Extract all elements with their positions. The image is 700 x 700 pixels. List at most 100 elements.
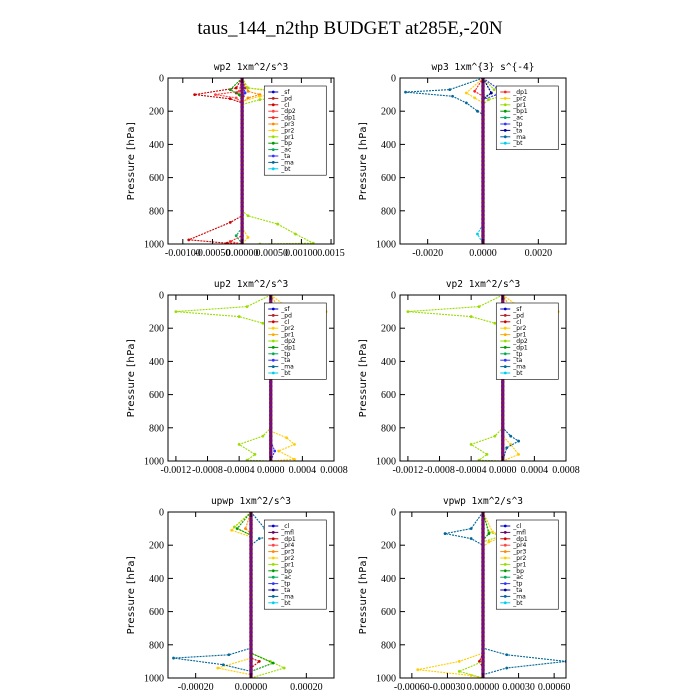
zero-profile-point <box>481 233 485 238</box>
zero-profile-point <box>481 551 485 556</box>
series-point <box>228 88 232 92</box>
series-point <box>492 88 496 92</box>
zero-profile-point <box>240 229 244 234</box>
zero-profile-point <box>481 535 485 539</box>
series-point <box>227 653 231 657</box>
zero-profile-point <box>481 539 485 543</box>
legend-label: _ma <box>512 364 526 371</box>
y-tick-label: 1000 <box>376 674 396 685</box>
zero-profile-point <box>240 196 244 201</box>
zero-profile-point <box>249 638 253 643</box>
series-point <box>273 449 277 453</box>
zero-profile-point <box>481 572 485 577</box>
zero-profile-point <box>268 446 273 451</box>
zero-profile-point <box>481 584 485 589</box>
zero-profile-point <box>249 622 253 626</box>
legend-label: _pr1 <box>512 561 526 568</box>
zero-profile-point <box>249 647 253 651</box>
legend-marker <box>271 326 275 330</box>
legend-label: _tp <box>512 351 522 358</box>
series-line-ma <box>502 295 520 461</box>
zero-profile-point <box>240 171 244 176</box>
y-axis-label: Pressure [hPa] <box>358 122 369 201</box>
legend-marker <box>271 524 275 528</box>
zero-profile-point <box>240 150 244 155</box>
zero-profile-point <box>240 121 244 126</box>
legend-label: _ta <box>512 127 522 134</box>
zero-profile-point <box>500 405 505 409</box>
series-point <box>233 525 236 529</box>
series-line-dp2 <box>175 295 272 461</box>
legend-marker <box>503 135 507 139</box>
zero-profile-point <box>249 609 253 614</box>
x-tick-label: -0.0004 <box>224 465 255 476</box>
zero-profile-point <box>249 576 253 581</box>
zero-profile-point <box>481 155 485 159</box>
zero-profile-point <box>240 138 244 143</box>
series-point <box>285 436 288 440</box>
legend-label: _ac <box>512 115 523 122</box>
series-point <box>505 653 509 657</box>
zero-profile-point <box>481 638 485 643</box>
legend-label: _cl <box>512 319 521 326</box>
zero-profile-point <box>249 547 253 552</box>
x-tick-label: 0.0020 <box>525 248 553 259</box>
legend-label: _ma <box>280 159 294 166</box>
series-point <box>246 214 250 218</box>
legend-label: _pr1 <box>280 561 294 568</box>
zero-profile-point <box>481 609 485 614</box>
series-point <box>469 537 473 540</box>
zero-profile-point <box>481 518 485 523</box>
zero-profile-point <box>481 543 485 547</box>
series-point <box>245 305 249 309</box>
legend-label: _sf <box>512 306 522 313</box>
zero-profile-point <box>240 175 244 180</box>
legend-marker <box>503 333 507 336</box>
legend-marker <box>503 339 507 343</box>
y-axis-label: Pressure [hPa] <box>126 339 137 418</box>
zero-profile-point <box>249 535 253 539</box>
legend-marker <box>271 563 275 566</box>
zero-profile-point <box>249 667 253 672</box>
legend-marker <box>271 543 275 547</box>
zero-profile-point <box>268 405 273 409</box>
zero-profile-point <box>481 526 485 531</box>
series-point <box>505 666 509 670</box>
series-line-dp2 <box>407 295 504 461</box>
series-point <box>293 443 296 446</box>
legend-marker <box>271 339 275 343</box>
legend-marker <box>503 346 507 349</box>
zero-profile-point <box>481 225 485 230</box>
legend-marker <box>271 346 275 349</box>
zero-profile-point <box>240 101 244 105</box>
zero-profile-point <box>481 175 485 180</box>
y-axis-label: Pressure [hPa] <box>126 122 137 201</box>
zero-profile-point <box>481 204 485 209</box>
legend-label: _bt <box>512 140 523 147</box>
y-tick-label: 400 <box>381 574 396 585</box>
x-tick-label: 0.00050 <box>256 248 289 259</box>
zero-profile-point <box>249 634 253 639</box>
zero-profile-point <box>500 384 505 389</box>
zero-profile-point <box>249 630 253 635</box>
series-point <box>237 443 241 446</box>
zero-profile-point <box>249 572 253 577</box>
series-line-ma <box>405 78 484 244</box>
zero-profile-point <box>249 539 253 543</box>
chart-panel-1: wp2 1xm^2/s^3 0 200 400 600 800 1000-0.00100-0… <box>126 62 345 259</box>
series-point <box>246 89 250 93</box>
zero-profile-point <box>240 200 244 205</box>
legend-marker <box>503 307 507 311</box>
zero-profile-point <box>481 647 485 651</box>
y-tick-label: 800 <box>149 423 164 434</box>
zero-profile-point <box>240 88 244 93</box>
legend-label: _ma <box>280 593 294 600</box>
y-tick-label: 0 <box>159 508 164 519</box>
x-tick-label: -0.0012 <box>160 465 191 476</box>
legend-label: _ac <box>280 574 291 581</box>
legend-label: _dp1 <box>280 115 296 122</box>
panel-title: upwp 1xm^2/s^3 <box>211 496 291 507</box>
series-layer <box>416 512 566 678</box>
